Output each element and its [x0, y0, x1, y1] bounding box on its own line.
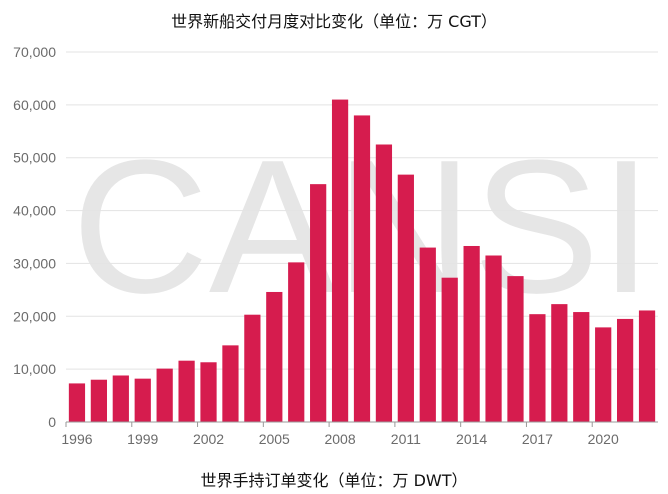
bar: [375, 144, 393, 422]
y-tick-label: 50,000: [13, 150, 56, 166]
bar: [573, 312, 590, 422]
bar: [112, 375, 129, 422]
bar: [441, 277, 458, 422]
x-tick-label: 2002: [193, 431, 224, 447]
bar: [463, 245, 480, 422]
bar: [507, 276, 524, 422]
bar: [353, 115, 371, 422]
bar: [134, 378, 151, 422]
x-tick-label: 1996: [61, 431, 92, 447]
bar: [90, 379, 108, 422]
bar: [616, 318, 634, 422]
x-tick-label: 2011: [391, 431, 421, 447]
bar: [397, 174, 414, 422]
y-tick-label: 10,000: [13, 361, 56, 377]
bar: [288, 262, 305, 422]
x-tick-label: 1999: [127, 431, 158, 447]
bar: [551, 304, 568, 422]
y-tick-label: 20,000: [13, 308, 56, 324]
bar: [200, 362, 217, 422]
y-tick-label: 30,000: [13, 255, 56, 271]
y-tick-label: 0: [48, 414, 56, 430]
y-tick-label: 70,000: [13, 44, 56, 60]
x-tick-label: 2020: [588, 431, 619, 447]
bar: [68, 383, 86, 422]
bar: [638, 310, 656, 422]
x-tick-label: 2005: [259, 431, 290, 447]
bar: [222, 345, 239, 422]
bar: [331, 99, 349, 423]
bar: [310, 184, 327, 422]
bar: [178, 360, 195, 422]
bar: [244, 314, 261, 422]
bar: [529, 314, 546, 422]
x-tick-label: 2008: [324, 431, 355, 447]
bar: [419, 247, 436, 422]
y-tick-label: 60,000: [13, 97, 56, 113]
bar: [485, 255, 502, 422]
x-tick-label: 2017: [522, 431, 553, 447]
bar: [266, 291, 283, 422]
bar: [156, 368, 173, 422]
y-tick-label: 40,000: [13, 203, 56, 219]
chart-title: 世界新船交付月度对比变化（单位：万 CGT）: [171, 12, 497, 31]
x-tick-label: 2014: [456, 431, 487, 447]
chart-caption: 世界手持订单变化（单位：万 DWT）: [200, 471, 468, 490]
bar: [595, 327, 612, 422]
